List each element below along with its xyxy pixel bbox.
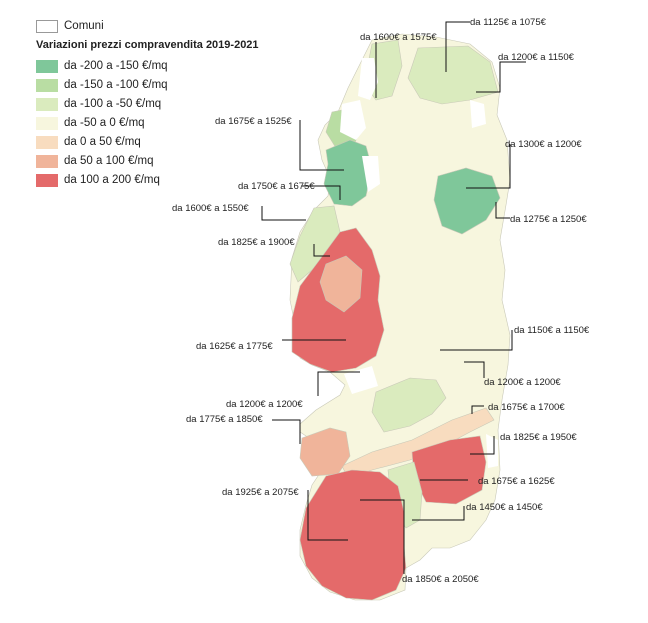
map-region-dark-green-east — [433, 167, 501, 235]
annotation-label: da 1675€ a 1700€ — [488, 402, 565, 413]
comuni-swatch — [36, 19, 58, 33]
map-region-salmon-lower — [299, 427, 351, 477]
legend-class-row: da 100 a 200 €/mq — [36, 172, 160, 188]
leader-line — [299, 120, 344, 171]
annotation-label: da 1300€ a 1200€ — [505, 139, 582, 150]
leader-line — [471, 405, 484, 414]
legend-swatch — [36, 59, 58, 73]
annotation-label: da 1850€ a 2050€ — [402, 574, 479, 585]
map-region-red-south — [299, 469, 407, 601]
legend-swatch — [36, 135, 58, 149]
legend-class-row: da 50 a 100 €/mq — [36, 153, 154, 169]
legend-class-row: da -50 a 0 €/mq — [36, 115, 145, 131]
annotation-label: da 1600€ a 1550€ — [172, 203, 249, 214]
annotation-label: da 1625€ a 1775€ — [196, 341, 273, 352]
legend-class-row: da 0 a 50 €/mq — [36, 134, 141, 150]
leader-line — [476, 61, 526, 93]
legend-class-label: da -150 a -100 €/mq — [64, 79, 168, 91]
map-region-gap-5 — [344, 366, 378, 394]
map-region-gap-4 — [470, 100, 486, 128]
leader-line — [466, 144, 511, 189]
legend-swatch — [36, 173, 58, 187]
legend-class-label: da -200 a -150 €/mq — [64, 60, 168, 72]
legend-class-label: da -100 a -50 €/mq — [64, 98, 162, 110]
map-region-dark-green-west — [323, 139, 373, 207]
legend-class-label: da 0 a 50 €/mq — [64, 136, 141, 148]
map-region-ne-light-green — [407, 45, 499, 105]
annotation-label: da 1925€ a 2075€ — [222, 487, 299, 498]
annotation-label: da 1775€ a 1850€ — [186, 414, 263, 425]
annotation-label: da 1125€ a 1075€ — [470, 17, 547, 28]
map-annotation-labels: da 1600€ a 1575€ da 1125€ a 1075€ da 120… — [172, 17, 590, 585]
leader-line — [412, 506, 465, 521]
map-region-gap-3 — [362, 156, 380, 192]
leader-line — [440, 330, 513, 351]
legend-swatch — [36, 97, 58, 111]
leader-line — [470, 436, 495, 455]
map-region-gap-6 — [486, 434, 498, 468]
legend-class-row: da -150 a -100 €/mq — [36, 77, 168, 93]
legend-comuni-row: Comuni — [36, 18, 104, 34]
legend-class-row: da -100 a -50 €/mq — [36, 96, 161, 112]
leader-line — [307, 490, 348, 541]
annotation-label: da 1200€ a 1150€ — [498, 52, 575, 63]
leader-line — [261, 206, 306, 221]
legend-class-row: da -200 a -150 €/mq — [36, 58, 168, 74]
legend-class-label: da -50 a 0 €/mq — [64, 117, 145, 129]
annotation-label: da 1150€ a 1150€ — [514, 325, 590, 336]
annotation-label: da 1675€ a 1625€ — [478, 476, 555, 487]
legend-title: Variazioni prezzi compravendita 2019-202… — [36, 39, 259, 51]
map-regions — [289, 33, 511, 601]
leader-line — [445, 21, 470, 72]
leader-line — [272, 419, 301, 444]
legend-swatch — [36, 78, 58, 92]
annotation-label: da 1750€ a 1675€ — [238, 181, 315, 192]
annotation-label: da 1450€ a 1450€ — [466, 502, 543, 513]
leader-line — [317, 371, 360, 396]
legend-class-label: da 50 a 100 €/mq — [64, 155, 154, 167]
legend-comuni-label: Comuni — [64, 20, 104, 32]
leader-line — [495, 202, 510, 219]
leader-line — [360, 499, 405, 574]
annotation-label: da 1825€ a 1950€ — [500, 432, 577, 443]
legend-swatch — [36, 116, 58, 130]
annotation-label: da 1600€ a 1575€ — [360, 32, 437, 43]
map-region-salmon-west — [319, 255, 363, 313]
annotation-label: da 1825€ a 1900€ — [218, 237, 295, 248]
annotation-label: da 1675€ a 1525€ — [215, 116, 292, 127]
map-region-gap-2 — [340, 100, 366, 140]
map-leader-lines — [261, 21, 526, 574]
map-region-gap-1 — [358, 58, 378, 100]
leader-line — [302, 185, 341, 200]
leader-line — [313, 244, 330, 257]
legend-class-label: da 100 a 200 €/mq — [64, 174, 160, 186]
annotation-label: da 1200€ a 1200€ — [484, 377, 561, 388]
legend-swatch — [36, 154, 58, 168]
annotation-label: da 1200€ a 1200€ — [226, 399, 303, 410]
map-region-light-green-lower — [371, 377, 447, 433]
leader-line — [464, 361, 485, 378]
annotation-label: da 1275€ a 1250€ — [510, 214, 587, 225]
